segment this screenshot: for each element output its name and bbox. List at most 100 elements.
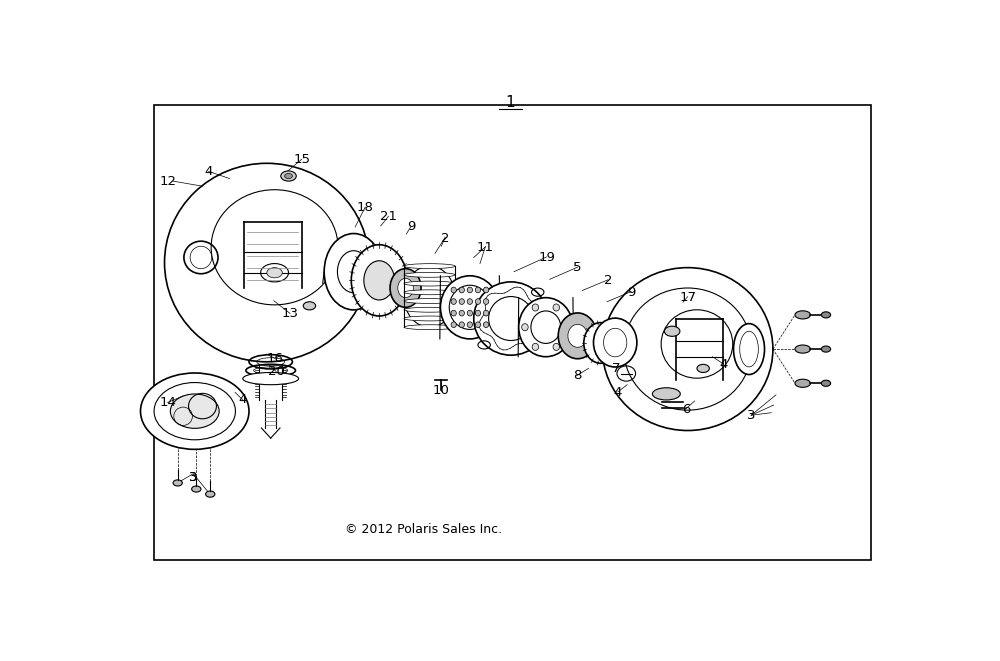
Ellipse shape [206,491,215,497]
Text: 10: 10 [433,384,450,397]
Ellipse shape [795,311,810,319]
Text: 3: 3 [189,471,197,484]
Ellipse shape [324,233,383,310]
Text: 4: 4 [614,386,622,399]
Ellipse shape [451,299,456,305]
Ellipse shape [467,310,473,316]
Ellipse shape [483,287,489,293]
Ellipse shape [165,163,369,362]
Ellipse shape [451,322,456,328]
Ellipse shape [404,316,455,321]
Ellipse shape [451,310,456,316]
Ellipse shape [553,304,560,311]
Ellipse shape [563,324,570,330]
Ellipse shape [390,268,421,307]
Text: 9: 9 [407,220,415,233]
Ellipse shape [568,325,587,347]
Ellipse shape [483,299,489,305]
Ellipse shape [337,251,370,293]
Text: 4: 4 [719,358,727,371]
Ellipse shape [140,373,249,449]
Text: 3: 3 [189,471,197,484]
Ellipse shape [489,297,533,340]
Ellipse shape [593,318,637,367]
Ellipse shape [243,373,299,385]
Ellipse shape [404,272,455,277]
Text: 5: 5 [573,261,582,274]
Ellipse shape [451,287,456,293]
Ellipse shape [474,282,548,355]
Ellipse shape [364,261,395,300]
Ellipse shape [281,171,296,181]
Text: 2: 2 [604,274,612,287]
Ellipse shape [404,299,455,303]
Text: 19: 19 [538,251,555,264]
Ellipse shape [267,268,282,278]
Ellipse shape [734,324,765,375]
Ellipse shape [652,388,680,400]
Bar [154,104,871,561]
Ellipse shape [459,310,464,316]
Ellipse shape [821,312,831,318]
Ellipse shape [475,287,481,293]
Text: 2: 2 [441,231,449,245]
Ellipse shape [602,268,773,430]
Ellipse shape [173,480,182,486]
Ellipse shape [519,297,573,357]
Text: 1: 1 [505,95,515,110]
Ellipse shape [475,299,481,305]
Ellipse shape [467,322,473,328]
Ellipse shape [303,301,316,310]
Ellipse shape [697,364,709,373]
Ellipse shape [475,322,481,328]
Ellipse shape [404,266,455,327]
Ellipse shape [558,313,597,359]
Ellipse shape [821,346,831,352]
Ellipse shape [285,173,292,178]
Ellipse shape [467,287,473,293]
Text: 15: 15 [293,153,310,166]
Ellipse shape [404,325,455,330]
Ellipse shape [404,290,455,295]
Ellipse shape [192,486,201,492]
Text: 20: 20 [268,366,285,379]
Ellipse shape [522,324,528,330]
Text: 7: 7 [612,362,621,375]
Ellipse shape [351,245,407,316]
Text: 13: 13 [282,307,299,320]
Ellipse shape [821,380,831,386]
Text: 9: 9 [627,286,635,299]
Ellipse shape [398,278,413,297]
Ellipse shape [475,310,481,316]
Ellipse shape [483,322,489,328]
Text: 21: 21 [380,210,397,223]
Ellipse shape [440,276,499,339]
Ellipse shape [404,307,455,312]
Ellipse shape [170,394,219,428]
Text: 11: 11 [477,241,494,254]
Ellipse shape [459,322,464,328]
Text: 4: 4 [239,393,247,407]
Ellipse shape [795,345,810,353]
Text: 6: 6 [682,403,690,416]
Text: 12: 12 [159,175,176,188]
Text: 18: 18 [357,201,374,214]
Ellipse shape [532,343,539,350]
Ellipse shape [584,323,618,364]
Ellipse shape [664,326,680,336]
Ellipse shape [459,299,464,305]
Ellipse shape [467,299,473,305]
Ellipse shape [553,343,560,350]
Ellipse shape [404,264,455,268]
Ellipse shape [532,304,539,311]
Ellipse shape [459,287,464,293]
Ellipse shape [604,329,627,357]
Text: 14: 14 [159,396,176,409]
Text: 8: 8 [573,369,581,382]
Ellipse shape [404,281,455,286]
Text: 3: 3 [747,408,755,422]
Text: 16: 16 [266,352,283,365]
Ellipse shape [795,379,810,387]
Text: 4: 4 [205,165,213,178]
Ellipse shape [483,310,489,316]
